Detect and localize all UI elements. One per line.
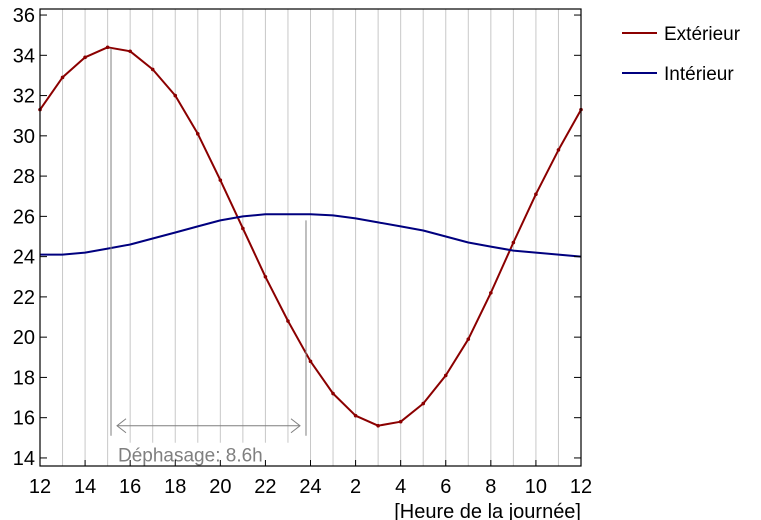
x-tick-label: 4 <box>395 476 406 498</box>
y-tick-labels: 14 16 18 20 22 24 26 28 30 32 34 36 <box>13 5 35 470</box>
x-tick-label: 24 <box>299 476 321 498</box>
data-point <box>60 75 65 80</box>
y-tick-label: 32 <box>13 86 35 108</box>
axis-ticks <box>39 14 582 466</box>
y-tick-label: 34 <box>13 45 35 67</box>
x-tick-label: 20 <box>209 476 231 498</box>
data-point <box>173 93 178 98</box>
data-point <box>511 240 516 245</box>
series-layer <box>38 45 583 428</box>
x-tick-label: 12 <box>29 476 51 498</box>
x-tick-label: 14 <box>74 476 96 498</box>
x-tick-label: 2 <box>350 476 361 498</box>
data-point <box>376 423 380 428</box>
data-point <box>83 55 87 60</box>
data-point <box>308 359 313 364</box>
x-tick-label: 16 <box>119 476 141 498</box>
y-tick-label: 14 <box>13 448 35 470</box>
data-point <box>556 148 561 152</box>
y-tick-label: 24 <box>13 247 35 269</box>
data-point <box>241 226 245 231</box>
data-point <box>128 49 132 54</box>
data-point <box>263 274 268 279</box>
phase-shift-annotation: Déphasage: 8.6h <box>110 48 307 469</box>
phase-shift-label: Déphasage: 8.6h <box>118 446 263 467</box>
data-point <box>534 192 538 197</box>
data-point <box>353 413 358 418</box>
y-tick-label: 22 <box>13 287 35 309</box>
x-tick-labels: 12 14 16 18 20 22 24 2 4 6 8 10 12 <box>29 476 592 498</box>
y-tick-label: 18 <box>13 367 35 389</box>
data-point <box>489 291 493 295</box>
data-point <box>331 391 335 396</box>
y-tick-label: 20 <box>13 327 35 349</box>
series-line-Intérieur <box>40 213 582 258</box>
annotation-label-background <box>115 442 302 469</box>
y-tick-label: 16 <box>13 408 35 430</box>
legend-label: Intérieur <box>664 64 734 85</box>
x-tick-label: 10 <box>525 476 547 498</box>
x-tick-label: 18 <box>164 476 186 498</box>
data-point <box>466 337 471 341</box>
x-axis-label: [Heure de la journée] <box>394 501 581 520</box>
legend: Extérieur Intérieur <box>622 24 741 85</box>
x-tick-label: 6 <box>440 476 451 498</box>
y-tick-label: 26 <box>13 206 35 228</box>
y-tick-label: 28 <box>13 166 35 188</box>
data-point <box>150 67 155 72</box>
data-point <box>105 45 110 50</box>
y-tick-label: 30 <box>13 126 35 148</box>
x-tick-label: 22 <box>254 476 276 498</box>
arrow-head-right <box>290 418 301 434</box>
arrow-head-left <box>116 418 127 434</box>
data-point <box>421 401 426 406</box>
data-point <box>398 419 403 424</box>
y-tick-label: 36 <box>13 5 35 27</box>
x-tick-label: 12 <box>570 476 592 498</box>
data-point <box>286 319 290 323</box>
vertical-grid <box>62 9 559 466</box>
data-point <box>443 373 448 378</box>
legend-label: Extérieur <box>664 24 741 45</box>
data-point <box>195 132 200 136</box>
x-tick-label: 8 <box>485 476 496 498</box>
data-point <box>218 178 223 182</box>
